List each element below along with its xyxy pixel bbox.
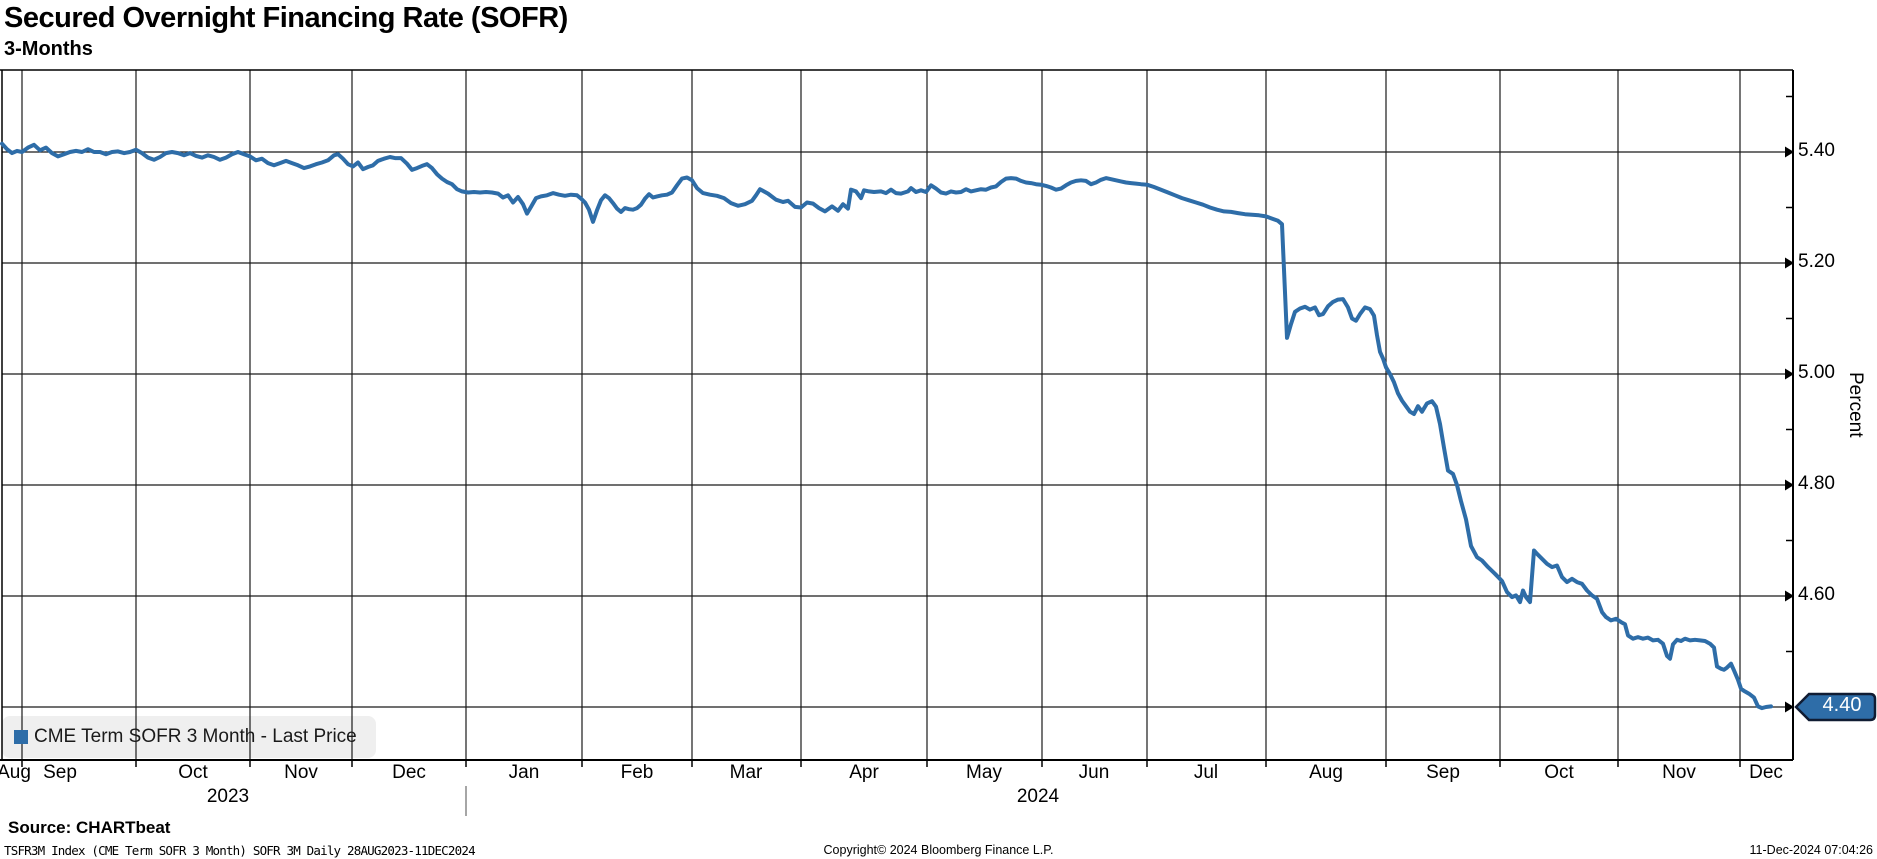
y-tick-arrow-icon bbox=[1785, 368, 1794, 380]
x-tick-label-month: Jun bbox=[1078, 762, 1110, 783]
legend-background bbox=[2, 716, 376, 758]
footer-ticker-info: TSFR3M Index (CME Term SOFR 3 Month) SOF… bbox=[4, 843, 476, 858]
x-tick-label-month: Aug bbox=[1309, 762, 1343, 783]
y-tick-arrow-icon bbox=[1785, 479, 1794, 491]
x-tick-label-month: Apr bbox=[849, 762, 879, 783]
x-axis-year-label: 2024 bbox=[1016, 786, 1060, 807]
y-tick-arrow-icon bbox=[1785, 146, 1794, 158]
y-tick-label: 5.40 bbox=[1798, 140, 1835, 161]
y-tick-label: 5.20 bbox=[1798, 251, 1835, 272]
y-tick-label: 5.00 bbox=[1798, 362, 1835, 383]
y-tick-arrow-icon bbox=[1785, 257, 1794, 269]
footer-timestamp: 11-Dec-2024 07:04:26 bbox=[1749, 843, 1873, 857]
x-tick-label-month: Jan bbox=[508, 762, 540, 783]
x-tick-label-month: Dec bbox=[392, 762, 426, 783]
source-attribution: Source: CHARTbeat bbox=[8, 818, 171, 837]
legend-series-swatch-icon bbox=[14, 730, 28, 744]
x-axis-year-label: 2023 bbox=[206, 786, 250, 807]
x-tick-label-month: Dec bbox=[1749, 762, 1783, 783]
last-price-value: 4.40 bbox=[1822, 694, 1862, 716]
x-tick-label-month: Mar bbox=[729, 762, 763, 783]
x-tick-label-month: Feb bbox=[620, 762, 654, 783]
page-subtitle: 3-Months bbox=[4, 38, 93, 60]
page-title: Secured Overnight Financing Rate (SOFR) bbox=[4, 2, 568, 34]
x-tick-label-month: May bbox=[966, 762, 1002, 783]
x-tick-label-month: Jul bbox=[1193, 762, 1219, 783]
x-tick-label-month: Sep bbox=[1426, 762, 1460, 783]
x-tick-label-month: Nov bbox=[1662, 762, 1696, 783]
y-tick-label: 4.80 bbox=[1798, 473, 1835, 494]
footer-copyright: Copyright© 2024 Bloomberg Finance L.P. bbox=[823, 843, 1054, 857]
last-price-badge: 4.40 bbox=[1794, 691, 1877, 723]
legend-series-label: CME Term SOFR 3 Month - Last Price bbox=[34, 726, 357, 747]
y-tick-label: 4.60 bbox=[1798, 584, 1835, 605]
x-tick-label-month: Aug bbox=[0, 762, 31, 783]
chart-legend: CME Term SOFR 3 Month - Last Price bbox=[2, 716, 376, 758]
x-tick-label-month: Oct bbox=[178, 762, 208, 783]
x-tick-label-month: Nov bbox=[284, 762, 318, 783]
y-tick-arrow-icon bbox=[1785, 701, 1794, 713]
sofr-series-line bbox=[0, 141, 1773, 711]
x-tick-label-month: Sep bbox=[43, 762, 77, 783]
last-price-badge-shape bbox=[1794, 692, 1877, 722]
y-tick-arrow-icon bbox=[1785, 590, 1794, 602]
x-tick-label-month: Oct bbox=[1544, 762, 1574, 783]
y-axis-title: Percent bbox=[1845, 372, 1866, 438]
